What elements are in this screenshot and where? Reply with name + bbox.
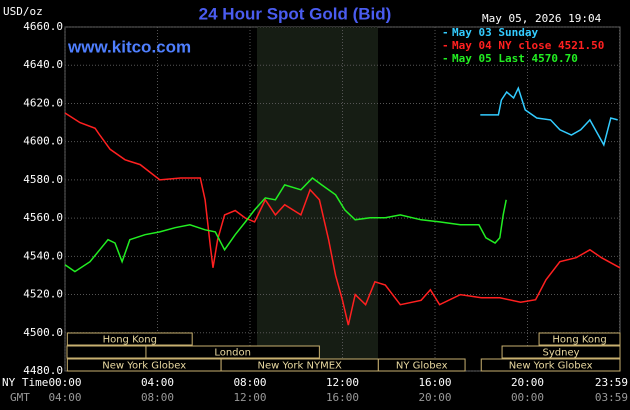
session-box <box>480 358 621 372</box>
session-label: London <box>214 348 251 359</box>
watermark: www.kitco.com <box>67 37 191 56</box>
x-tick-label: 08:00 <box>233 376 266 389</box>
session-box <box>538 332 621 346</box>
x-axis-label: NY Time <box>2 376 48 389</box>
legend-marker: - <box>442 52 449 65</box>
session-label: Sydney <box>543 348 580 359</box>
legend-marker: - <box>442 26 449 39</box>
y-tick-label: 4500.0 <box>23 326 63 339</box>
session-box <box>66 345 147 359</box>
gmt-tick-label: 00:00 <box>511 391 544 404</box>
y-tick-label: 4540.0 <box>23 249 63 262</box>
price-line <box>64 112 621 326</box>
session-box <box>501 345 621 359</box>
y-tick-label: 4660.0 <box>23 20 63 33</box>
session-label: New York Globex <box>509 361 593 372</box>
gmt-tick-label: 12:00 <box>233 391 266 404</box>
legend-label: May 05 Last 4570.70 <box>452 52 578 65</box>
price-line <box>64 177 507 273</box>
legend-marker: - <box>442 39 449 52</box>
y-tick-label: 4600.0 <box>23 135 63 148</box>
y-tick-label: 4520.0 <box>23 288 63 301</box>
x-tick-label: 20:00 <box>511 376 544 389</box>
x-axis-label: GMT <box>10 391 30 404</box>
x-tick-label: 12:00 <box>326 376 359 389</box>
x-tick-label: 04:00 <box>141 376 174 389</box>
chart-title: 24 Hour Spot Gold (Bid) <box>199 4 392 23</box>
y-tick-label: 4480.0 <box>23 364 63 377</box>
price-line <box>480 86 618 147</box>
y-unit: USD/oz <box>3 5 43 18</box>
x-tick-label: 23:59 <box>595 376 628 389</box>
session-box <box>66 332 193 346</box>
session-box <box>145 345 320 359</box>
market-hours-shade <box>257 27 378 371</box>
session-label: Hong Kong <box>103 335 157 346</box>
session-label: NY Globex <box>396 361 448 372</box>
session-label: New York Globex <box>102 361 186 372</box>
y-tick-label: 4620.0 <box>23 96 63 109</box>
legend-label: May 04 NY close 4521.50 <box>452 39 604 52</box>
legend-label: May 03 Sunday <box>452 26 538 39</box>
gmt-tick-label: 20:00 <box>418 391 451 404</box>
x-tick-label: 00:00 <box>48 376 81 389</box>
x-tick-label: 16:00 <box>418 376 451 389</box>
session-box <box>377 358 466 372</box>
session-label: New York NYMEX <box>258 361 343 372</box>
session-label: Hong Kong <box>552 335 606 346</box>
gmt-tick-label: 04:00 <box>48 391 81 404</box>
gmt-tick-label: 16:00 <box>326 391 359 404</box>
timestamp: May 05, 2026 19:04 <box>482 12 602 25</box>
gmt-tick-label: 03:59 <box>595 391 628 404</box>
y-tick-label: 4560.0 <box>23 211 63 224</box>
y-tick-label: 4580.0 <box>23 173 63 186</box>
gmt-tick-label: 08:00 <box>141 391 174 404</box>
y-tick-label: 4640.0 <box>23 58 63 71</box>
